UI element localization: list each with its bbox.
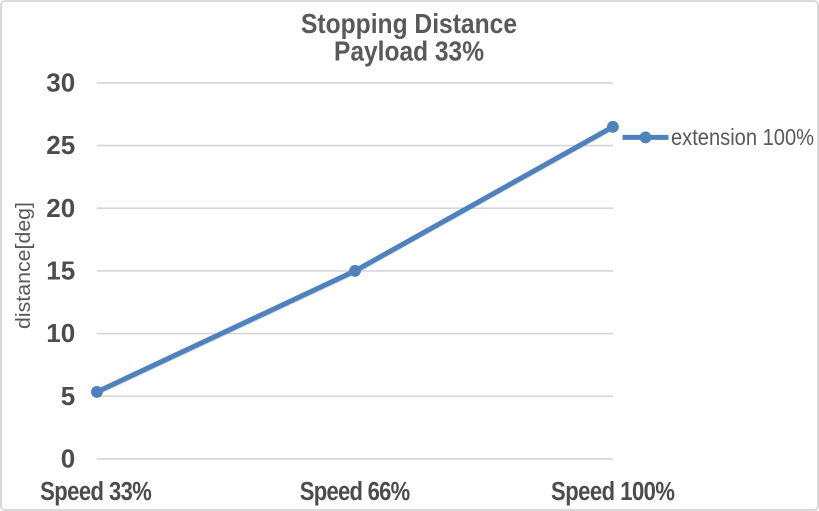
svg-text:10: 10 xyxy=(46,318,75,348)
svg-text:distance[deg]: distance[deg] xyxy=(13,202,35,329)
svg-text:0: 0 xyxy=(61,444,75,474)
svg-text:Speed 100%: Speed 100% xyxy=(551,477,675,506)
svg-text:Payload 33%: Payload 33% xyxy=(334,36,484,67)
svg-text:Stopping Distance: Stopping Distance xyxy=(301,8,517,39)
svg-text:Speed 33%: Speed 33% xyxy=(40,477,152,506)
svg-text:30: 30 xyxy=(46,68,75,98)
svg-text:extension 100%: extension 100% xyxy=(671,124,814,151)
svg-text:20: 20 xyxy=(46,193,75,223)
svg-text:Speed 66%: Speed 66% xyxy=(300,477,410,506)
svg-text:25: 25 xyxy=(46,130,75,160)
svg-text:15: 15 xyxy=(46,256,75,286)
svg-text:5: 5 xyxy=(61,381,75,411)
